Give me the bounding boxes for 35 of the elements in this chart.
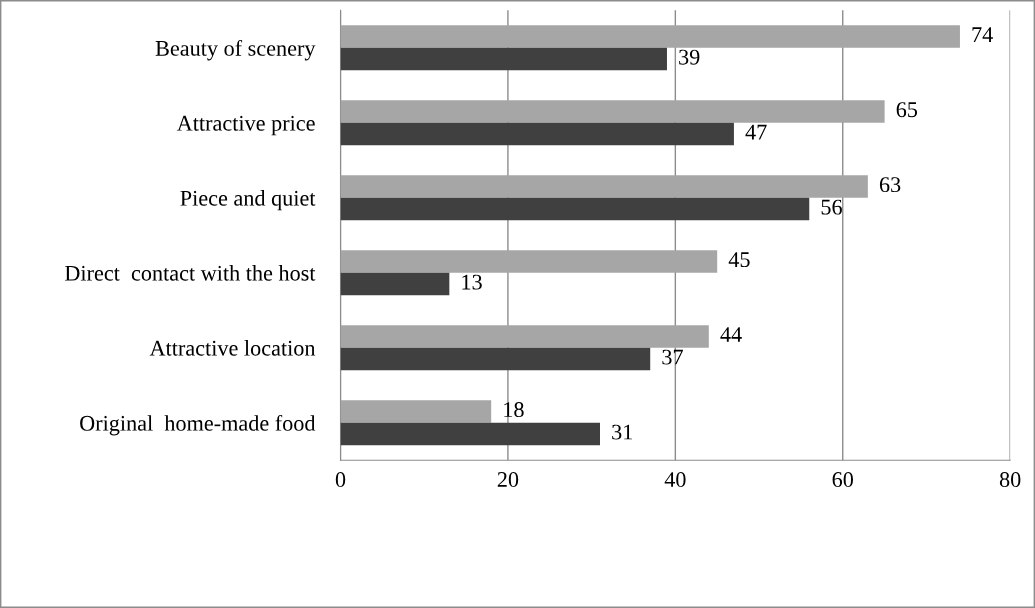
y-tick-label: Original home-made food [80,414,316,436]
bar [340,122,734,146]
x-tick-label: 20 [497,472,519,488]
y-tick-label: Beauty of scenery [155,40,316,61]
data-label: 47 [745,124,767,140]
x-tick-label: 60 [832,472,854,488]
bar [340,272,450,296]
data-label: 37 [662,349,683,365]
bar [340,347,651,371]
x-tick-label: 80 [999,472,1021,488]
data-label: 44 [720,327,742,342]
x-tick-label: 0 [335,472,346,488]
bar [340,325,709,348]
bar [340,47,667,71]
y-tick-label: Attractive price [176,115,315,136]
bar [340,197,810,221]
data-label: 18 [504,402,524,418]
data-label: 39 [679,49,700,65]
bar [340,100,885,123]
data-label: 31 [612,424,632,440]
x-tick-label: 40 [664,472,686,488]
data-label: 13 [462,274,482,290]
bar [340,400,492,423]
y-tick-label: Direct contact with the host [64,265,316,281]
data-label: 56 [821,199,842,215]
bar [340,422,600,446]
bar [340,25,960,48]
bar [340,250,718,273]
y-tick-label: Attractive location [149,340,316,356]
data-label: 65 [896,102,918,118]
data-label: 45 [728,252,750,268]
data-label: 63 [879,177,901,193]
data-label: 74 [972,27,993,42]
y-tick-label: Piece and quiet [180,190,316,211]
bar [340,175,868,198]
